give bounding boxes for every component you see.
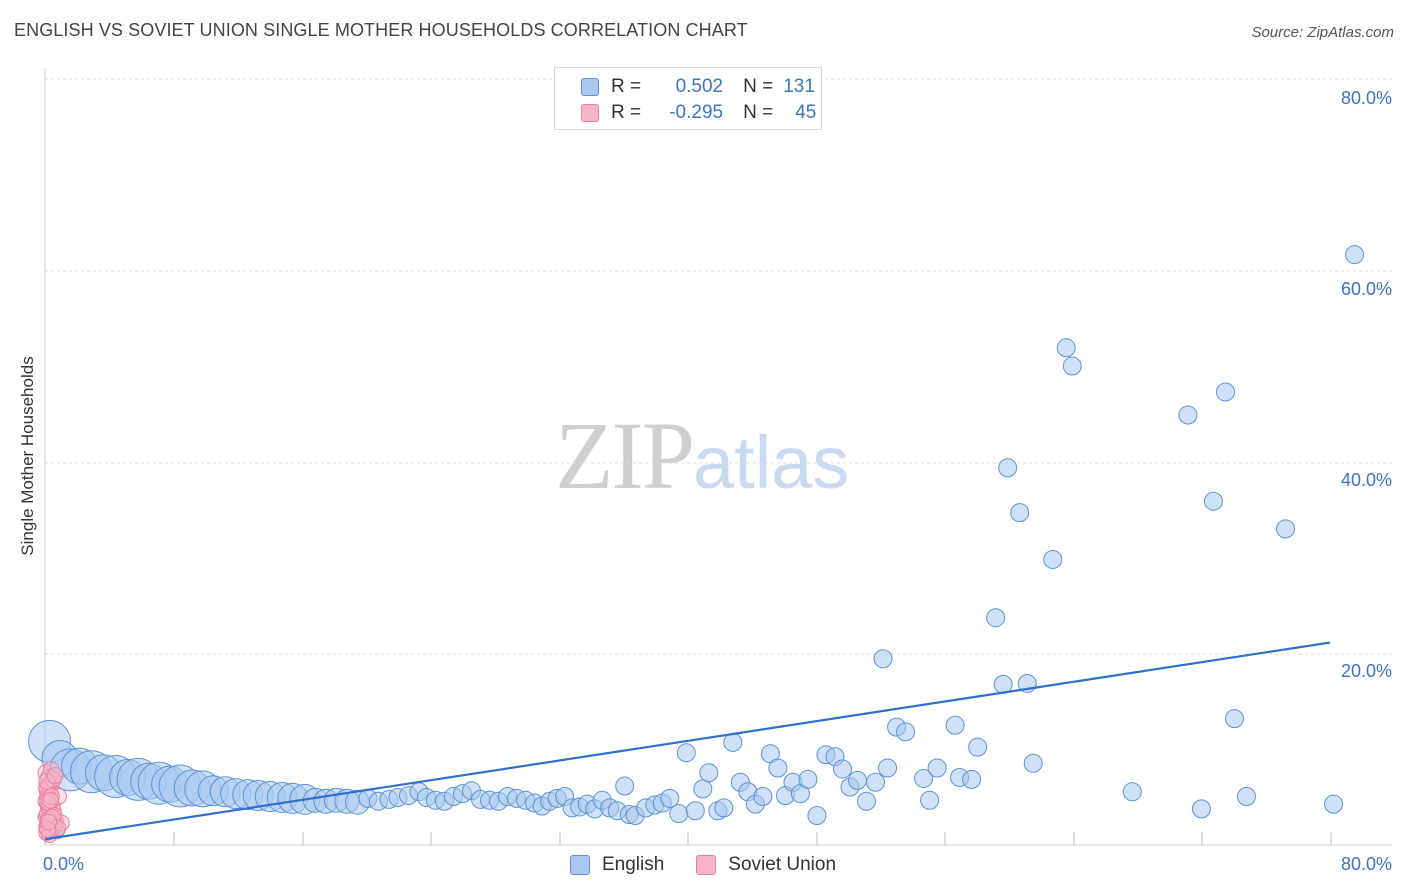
legend-n-value: 45 bbox=[795, 102, 817, 123]
english-point bbox=[962, 769, 982, 789]
english-point bbox=[1191, 799, 1211, 819]
english-point bbox=[1276, 519, 1296, 539]
series-legend: English Soviet Union bbox=[0, 852, 1406, 878]
english-point bbox=[1023, 753, 1043, 773]
english-point bbox=[1203, 491, 1223, 511]
series-label-english: English bbox=[601, 854, 665, 875]
series-label-soviet: Soviet Union bbox=[728, 854, 837, 875]
legend-n-label: N = bbox=[743, 102, 774, 123]
legend-n-value: 131 bbox=[783, 76, 815, 97]
english-point bbox=[753, 787, 773, 806]
english-point bbox=[896, 722, 916, 742]
english-point bbox=[1215, 382, 1235, 402]
y-tick-label: 80.0% bbox=[1341, 88, 1392, 108]
english-trendline bbox=[44, 641, 1331, 841]
english-point bbox=[968, 737, 988, 757]
legend-r-label: R = bbox=[611, 76, 642, 97]
english-point bbox=[998, 458, 1018, 478]
english-point bbox=[768, 758, 788, 778]
english-point bbox=[1062, 356, 1082, 376]
chart-title: ENGLISH VS SOVIET UNION SINGLE MOTHER HO… bbox=[14, 20, 748, 40]
soviet-point bbox=[41, 791, 59, 809]
y-tick-label: 60.0% bbox=[1341, 279, 1392, 299]
english-point bbox=[920, 790, 940, 810]
english-point bbox=[699, 763, 719, 783]
english-point bbox=[669, 804, 689, 824]
english-point bbox=[832, 759, 852, 779]
soviet-point bbox=[40, 813, 58, 831]
series-legend-soviet[interactable]: Soviet Union bbox=[696, 854, 836, 876]
english-point bbox=[1043, 549, 1063, 569]
english-point bbox=[615, 776, 635, 796]
english-point bbox=[945, 715, 965, 735]
legend-r-label: R = bbox=[611, 102, 642, 123]
axes bbox=[44, 68, 1392, 846]
english-point bbox=[986, 608, 1006, 628]
english-point bbox=[866, 772, 886, 792]
series-legend-english[interactable]: English bbox=[569, 854, 665, 876]
tick-labels: 20.0% 40.0% 60.0% 80.0% 0.0% 80.0% bbox=[43, 88, 1392, 874]
english-point bbox=[1324, 794, 1344, 814]
soviet-points bbox=[37, 761, 70, 843]
english-point bbox=[857, 791, 877, 811]
x-tick-label: 80.0% bbox=[1341, 854, 1392, 874]
english-point bbox=[798, 769, 818, 789]
legend-r-value: 0.502 bbox=[675, 76, 724, 97]
english-point bbox=[878, 758, 898, 778]
trend-lines bbox=[44, 641, 1331, 841]
english-point bbox=[807, 806, 827, 825]
english-point bbox=[873, 649, 893, 669]
legend-r-value: -0.295 bbox=[669, 102, 724, 123]
english-point bbox=[714, 798, 734, 818]
english-point bbox=[1010, 503, 1030, 523]
legend-row-english: R = 0.502 N = 131 bbox=[581, 74, 815, 100]
y-tick-label: 40.0% bbox=[1341, 470, 1392, 490]
correlation-legend: R = 0.502 N = 131 R = -0.295 N = 45 bbox=[554, 67, 822, 130]
english-point bbox=[1056, 338, 1076, 358]
english-point bbox=[927, 758, 947, 778]
legend-swatch-soviet bbox=[581, 104, 599, 122]
series-swatch-soviet bbox=[696, 855, 717, 875]
grid-lines bbox=[45, 78, 1392, 655]
source-label: Source: ZipAtlas.com bbox=[1251, 24, 1394, 41]
english-point bbox=[1345, 245, 1365, 265]
legend-row-soviet: R = -0.295 N = 45 bbox=[581, 100, 816, 126]
english-point bbox=[1236, 787, 1256, 806]
legend-n-label: N = bbox=[743, 76, 774, 97]
soviet-point bbox=[46, 767, 64, 785]
watermark-zip: ZIP bbox=[555, 402, 695, 509]
english-point bbox=[660, 788, 680, 808]
english-point bbox=[685, 801, 705, 821]
y-tick-label: 20.0% bbox=[1341, 661, 1392, 681]
english-point bbox=[693, 779, 713, 799]
english-point bbox=[914, 768, 934, 788]
watermark: ZIPatlas bbox=[555, 400, 849, 511]
english-point bbox=[847, 770, 867, 790]
english-point bbox=[723, 732, 743, 752]
english-point bbox=[1122, 782, 1142, 802]
english-point bbox=[676, 743, 696, 763]
english-point bbox=[1224, 709, 1244, 729]
english-points bbox=[28, 245, 1365, 825]
legend-swatch-english bbox=[581, 78, 599, 96]
x-tick-label: 0.0% bbox=[43, 854, 84, 874]
english-point bbox=[1178, 405, 1198, 425]
series-swatch-english bbox=[569, 855, 590, 875]
